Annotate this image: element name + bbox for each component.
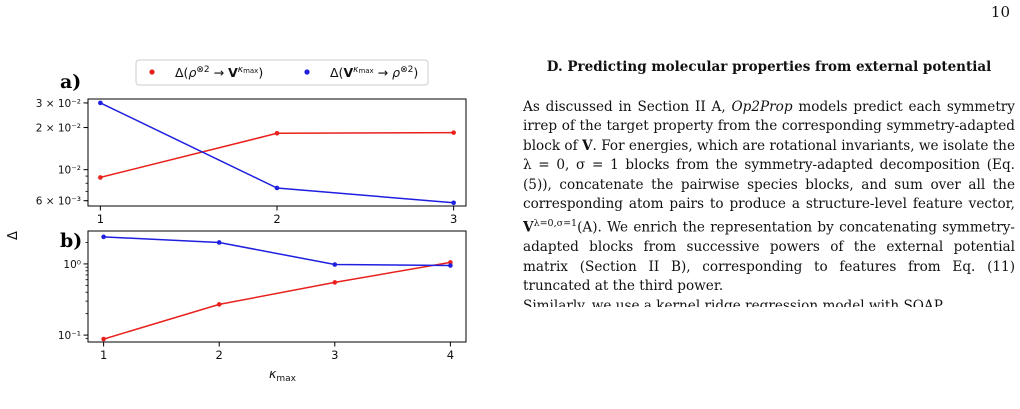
panel-b-point-s1-2 — [332, 262, 338, 267]
panel-a-point-s1-1 — [274, 185, 280, 191]
panel-a-series-line-0 — [100, 131, 454, 179]
panel-a-x-tick-label-2: 3 — [450, 212, 457, 226]
panel-a-point-s1-0 — [98, 100, 103, 106]
panel-b-point-s1-1 — [216, 240, 222, 245]
legend: Δ(ρ⊗2 → Vκmax) Δ(Vκmax → ρ⊗2) — [135, 59, 429, 86]
panel-a-y-tick-label-2: 10⁻² — [58, 165, 81, 177]
panel-b-plot: 10⁰ 10⁻¹ 1 2 3 4 — [58, 234, 454, 362]
panel-a-letter: a) — [60, 71, 81, 93]
panel-b-point-s0-2 — [332, 280, 338, 285]
figure: Δ(ρ⊗2 → Vκmax) Δ(Vκmax → ρ⊗2) a) b) Δ 3 … — [0, 0, 470, 409]
panel-b-point-s0-0 — [101, 336, 106, 342]
x-axis-label: κmax — [269, 366, 297, 384]
section-title: D. Predicting molecular properties from … — [523, 58, 1015, 76]
text-column: D. Predicting molecular properties from … — [523, 58, 1015, 307]
panel-a-point-s1-2 — [451, 200, 456, 206]
panel-a-y-tick-label-3: 6 × 10⁻³ — [36, 196, 81, 208]
panel-a-y-tick-label-1: 2 × 10⁻² — [36, 123, 81, 135]
panel-b-point-s0-1 — [216, 302, 222, 307]
panel-a-plot: 3 × 10⁻² 2 × 10⁻² 10⁻² 6 × 10⁻³ 1 2 3 — [36, 98, 458, 226]
panel-b-point-s1-3 — [448, 263, 453, 268]
panel-b-y-tick-label-0: 10⁰ — [63, 259, 81, 271]
paragraph-run-6: λ=0,σ=1 — [533, 218, 578, 230]
panel-b-x-tick-label-0: 1 — [100, 348, 107, 362]
paragraph-run-4: . For energies, which are rotational inv… — [523, 137, 1015, 213]
section-paragraph: As discussed in Section II A, Op2Prop mo… — [523, 98, 1015, 297]
legend-frame — [135, 59, 429, 86]
legend-label-v-to-rho: Δ(Vκmax → ρ⊗2) — [330, 65, 418, 80]
section-title-text: D. Predicting molecular properties from … — [546, 59, 992, 75]
panel-a-point-s0-2 — [451, 130, 456, 135]
panel-a-point-s0-0 — [98, 175, 103, 180]
page-number: 10 — [990, 3, 1010, 21]
legend-marker-red — [149, 69, 155, 75]
y-axis-label: Δ — [6, 231, 21, 240]
paragraph-run-1: Op2Prop — [731, 99, 793, 115]
panel-a-y-tick-label-0: 3 × 10⁻² — [36, 98, 81, 110]
panel-b-letter: b) — [60, 230, 82, 252]
panel-b-y-tick-label-1: 10⁻¹ — [58, 330, 81, 342]
paragraph-run-2: models predict each symmetry irrep of th… — [523, 99, 1015, 154]
paragraph-run-5: V — [523, 219, 534, 236]
paragraph-run-0: As discussed in Section II A, — [523, 99, 732, 115]
panel-a-point-s0-1 — [274, 130, 280, 136]
paragraph-run-7: (A). We enrich the representation by con… — [523, 219, 1015, 295]
cut-line: Similarly, we use a kernel ridge regress… — [523, 297, 943, 307]
panel-b-x-tick-label-3: 4 — [447, 348, 454, 362]
panel-b-series-line-1 — [103, 236, 451, 267]
panel-b-series-line-0 — [103, 261, 451, 340]
panel-b-frame — [87, 230, 467, 343]
panel-b-x-tick-label-2: 3 — [331, 348, 338, 362]
panel-a-x-tick-label-0: 1 — [97, 212, 104, 226]
figure-svg: Δ(ρ⊗2 → Vκmax) Δ(Vκmax → ρ⊗2) a) b) Δ 3 … — [6, 59, 467, 384]
paragraph-run-3: V — [581, 137, 593, 154]
legend-marker-blue — [304, 69, 310, 75]
panel-b-x-tick-label-1: 2 — [216, 348, 223, 362]
panel-b-point-s1-0 — [101, 234, 106, 240]
panel-a-x-tick-label-1: 2 — [273, 212, 280, 226]
